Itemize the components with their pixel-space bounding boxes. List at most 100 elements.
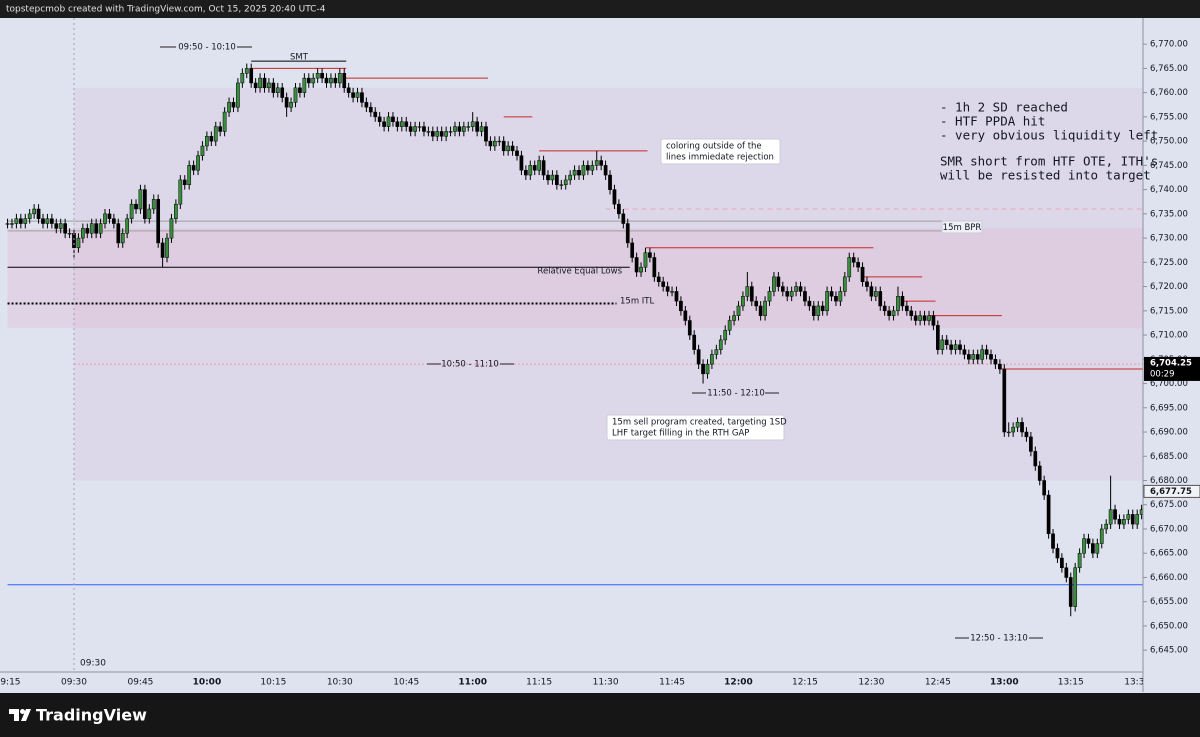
candle-body (878, 291, 883, 307)
callout-text: 15m sell program created, targeting 1SD (612, 418, 787, 428)
candle-body (590, 165, 595, 171)
candle-body (125, 218, 130, 234)
y-tick-label: 6,665.00 (1150, 549, 1188, 559)
candle-body (67, 233, 72, 235)
candle-body (803, 291, 807, 302)
candle-body (143, 189, 147, 219)
candle-body (14, 218, 19, 224)
logo-part (20, 709, 25, 714)
candle-body (829, 291, 834, 297)
candle-body (10, 223, 14, 225)
candle-body (497, 140, 502, 143)
candle-body (1086, 538, 1091, 544)
y-tick-label: 6,755.00 (1150, 112, 1188, 122)
candle-body (284, 97, 289, 108)
y-tick-label: 6,760.00 (1150, 88, 1188, 98)
candle-body (679, 300, 683, 312)
note-line: - very obvious liquidity left (940, 128, 1158, 143)
candle-body (794, 286, 798, 292)
candle-body (218, 126, 223, 132)
time-axis: 09:15 09:30 09:45 10:00 10:15 10:30 10:45 11:00… (0, 678, 1143, 688)
candle-body (333, 77, 338, 84)
candle-body (998, 363, 1002, 370)
y-tick-label: 6,715.00 (1150, 306, 1188, 316)
price-label: 6,677.75 (1150, 487, 1192, 497)
x-tick-label: 13:15 (1058, 678, 1084, 688)
candle-body (1095, 543, 1100, 554)
x-tick-label: 11:30 (593, 678, 619, 688)
candle-body (227, 102, 231, 113)
candle-body (572, 169, 577, 176)
callout-text: LHF target filling in the RTH GAP (612, 429, 749, 439)
candle-body (373, 111, 378, 118)
x-tick-label: 12:00 (724, 678, 753, 688)
candle-body (528, 165, 533, 176)
candle-body (413, 126, 417, 132)
candle-body (1135, 514, 1140, 525)
y-tick-label: 6,645.00 (1150, 646, 1188, 656)
candle-body (213, 126, 218, 142)
x-tick-label: 10:30 (327, 678, 353, 688)
candle-body (382, 121, 386, 127)
y-tick-label: 6,660.00 (1150, 573, 1188, 583)
candle-body (368, 106, 373, 113)
candle-body (962, 349, 967, 355)
candle-body (727, 320, 732, 331)
candle-body (515, 150, 519, 156)
candle-body (45, 218, 50, 224)
candle-body (1122, 519, 1126, 525)
price-label: 6,704.25 (1150, 358, 1192, 368)
candle-body (1029, 436, 1033, 452)
candle-body (776, 276, 781, 287)
candle-body (342, 73, 347, 89)
candle-body (904, 305, 909, 312)
countdown-label: 00:29 (1150, 369, 1175, 379)
candle-body (705, 363, 710, 375)
note-line: - HTF PPDA hit (940, 114, 1045, 129)
candle-body (466, 126, 471, 128)
y-tick-label: 6,735.00 (1150, 209, 1188, 219)
y-tick-label: 6,770.00 (1150, 40, 1188, 50)
candle-body (156, 199, 161, 244)
callout-box (660, 138, 781, 165)
candle-body (718, 339, 723, 350)
note-line: - 1h 2 SD reached (940, 100, 1068, 115)
candle-body (772, 276, 776, 292)
candle-body (453, 126, 457, 132)
candle-body (258, 77, 262, 89)
candle-body (364, 102, 369, 108)
candle-body (865, 281, 869, 287)
candle-body (377, 116, 382, 122)
candle-body (470, 121, 475, 127)
candle-body (1091, 543, 1095, 554)
candle-body (337, 73, 342, 84)
footer-bar (0, 693, 1200, 737)
candle-body (1046, 494, 1051, 535)
candle-body (683, 310, 688, 321)
candle-body (240, 73, 245, 84)
candle-body (72, 233, 76, 249)
logo-part (9, 709, 19, 721)
candle-body (129, 203, 134, 219)
candle-body (1126, 514, 1131, 520)
candle-body (426, 131, 431, 133)
candle-body (581, 165, 586, 176)
candle-body (563, 179, 568, 186)
candle-body (41, 218, 45, 224)
candle-body (913, 315, 918, 321)
candle-body (200, 145, 205, 156)
candle-body (696, 349, 701, 365)
candle-body (634, 257, 639, 273)
candle-body (315, 73, 320, 79)
y-tick-label: 6,675.00 (1150, 500, 1188, 510)
x-tick-label: 09:15 (0, 678, 21, 688)
candle-body (1073, 567, 1078, 607)
candle-body (1077, 552, 1082, 569)
candle-body (993, 359, 998, 365)
note-line: will be resisted into target (940, 168, 1151, 183)
candle-body (612, 189, 617, 205)
callout-text: lines immiedate rejection (666, 153, 774, 163)
candle-body (944, 339, 949, 346)
candle-body (625, 223, 630, 244)
